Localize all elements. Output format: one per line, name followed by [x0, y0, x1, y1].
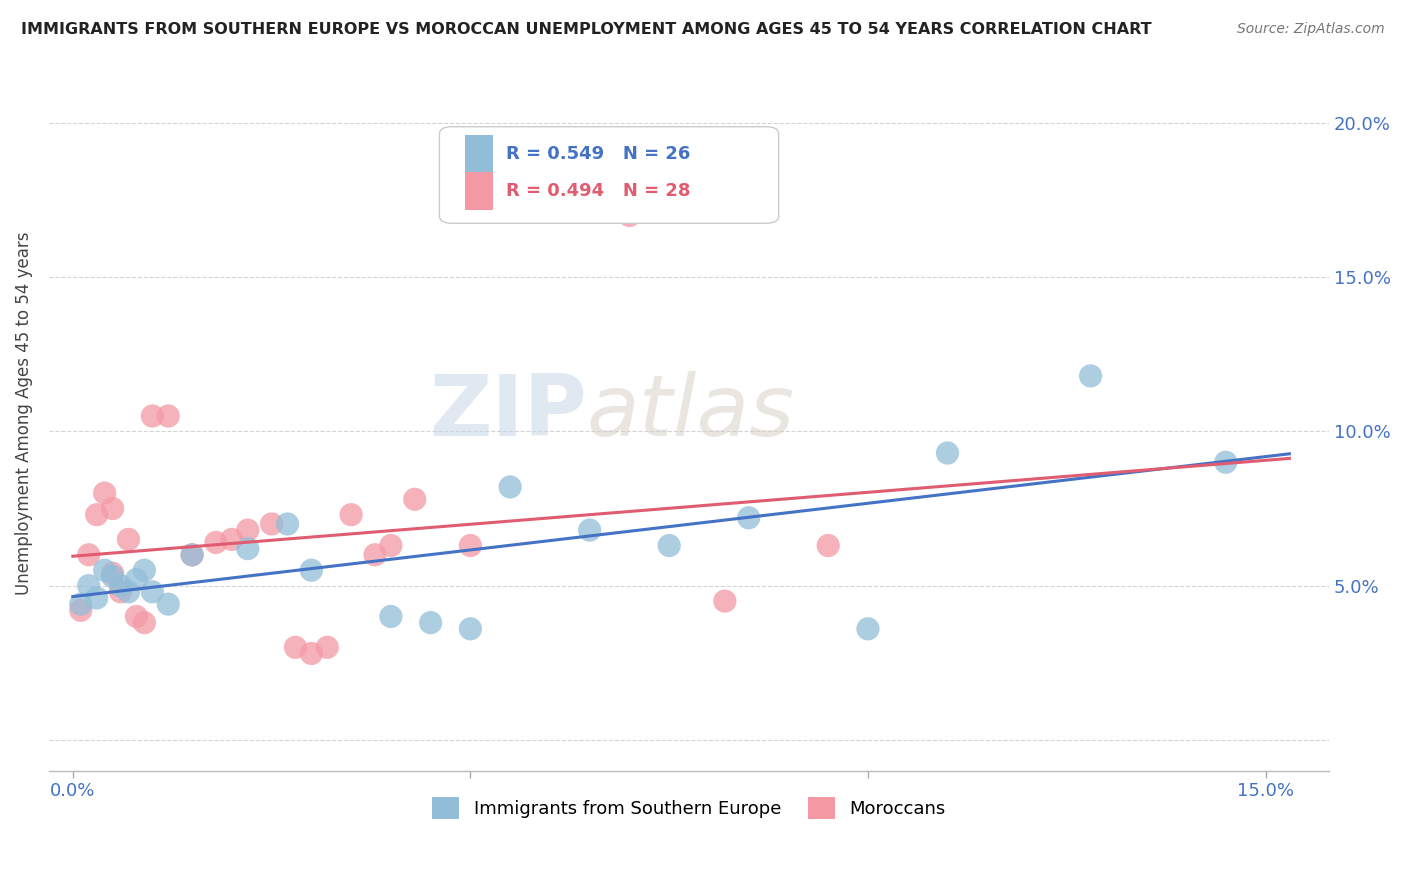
Legend: Immigrants from Southern Europe, Moroccans: Immigrants from Southern Europe, Morocca… [425, 789, 953, 826]
Point [714, 594, 737, 608]
Point [117, 533, 139, 547]
Point [134, 563, 156, 577]
Point [578, 523, 600, 537]
Text: ZIP: ZIP [429, 371, 586, 454]
Point [125, 573, 148, 587]
Point [236, 541, 259, 556]
Point [69, 603, 91, 617]
FancyBboxPatch shape [440, 127, 779, 223]
Point [340, 508, 363, 522]
Text: atlas: atlas [586, 371, 794, 454]
Point [1080, 368, 1102, 383]
Point [236, 523, 259, 537]
Point [141, 584, 163, 599]
Point [157, 597, 180, 611]
Point [157, 409, 180, 423]
Point [77, 548, 100, 562]
Point [117, 584, 139, 599]
Point [205, 535, 228, 549]
Point [380, 609, 402, 624]
Point [101, 566, 124, 581]
Point [404, 492, 426, 507]
Point [817, 539, 839, 553]
Point [101, 501, 124, 516]
Point [856, 622, 879, 636]
Point [221, 533, 243, 547]
Point [69, 597, 91, 611]
Point [134, 615, 156, 630]
Point [299, 563, 322, 577]
Point [86, 508, 108, 522]
Point [125, 609, 148, 624]
Point [460, 622, 482, 636]
Bar [465, 136, 494, 172]
Point [658, 539, 681, 553]
Point [299, 647, 322, 661]
Point [1215, 455, 1237, 469]
Point [364, 548, 387, 562]
Point [141, 409, 163, 423]
Bar [465, 172, 494, 210]
Point [284, 640, 307, 655]
Point [110, 584, 132, 599]
Point [181, 548, 204, 562]
Point [737, 510, 759, 524]
Point [181, 548, 204, 562]
Point [93, 563, 115, 577]
Point [110, 579, 132, 593]
Text: R = 0.549   N = 26: R = 0.549 N = 26 [506, 145, 690, 163]
Point [499, 480, 522, 494]
Point [93, 486, 115, 500]
Y-axis label: Unemployment Among Ages 45 to 54 years: Unemployment Among Ages 45 to 54 years [15, 231, 32, 595]
Text: IMMIGRANTS FROM SOUTHERN EUROPE VS MOROCCAN UNEMPLOYMENT AMONG AGES 45 TO 54 YEA: IMMIGRANTS FROM SOUTHERN EUROPE VS MOROC… [21, 22, 1152, 37]
Point [260, 516, 283, 531]
Point [276, 516, 298, 531]
Text: Source: ZipAtlas.com: Source: ZipAtlas.com [1237, 22, 1385, 37]
Point [619, 209, 641, 223]
Point [460, 539, 482, 553]
Point [86, 591, 108, 605]
Point [101, 569, 124, 583]
Point [316, 640, 339, 655]
Point [77, 579, 100, 593]
Point [380, 539, 402, 553]
Text: R = 0.494   N = 28: R = 0.494 N = 28 [506, 182, 690, 200]
Point [936, 446, 959, 460]
Point [419, 615, 441, 630]
